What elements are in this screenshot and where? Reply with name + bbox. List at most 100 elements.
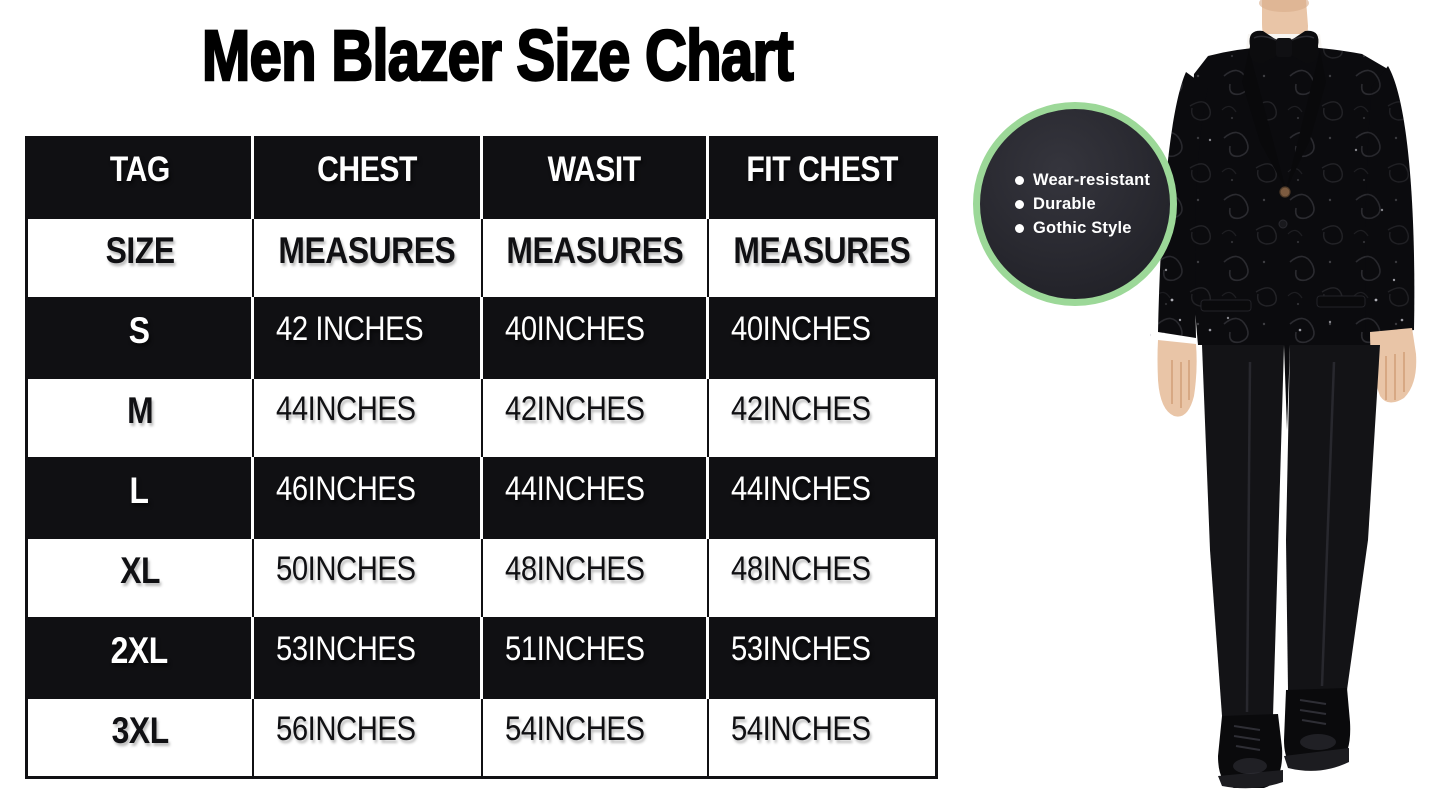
table-row: 2XL 53INCHES 51INCHES 53INCHES [26, 617, 937, 698]
size-tag: S [129, 309, 150, 351]
jacket-left-sleeve-pattern [1158, 72, 1208, 338]
table-row: S 42 INCHES 40INCHES 40INCHES [26, 297, 937, 378]
table-row: M 44INCHES 42INCHES 42INCHES [25, 376, 938, 459]
right-hand-fingers [1385, 352, 1405, 400]
fit-chest-cell: 48INCHES [706, 536, 938, 619]
chest-value: 46INCHES [276, 469, 416, 508]
subheader-cell-measures: MEASURES [251, 216, 483, 299]
fit-chest-value: 44INCHES [731, 469, 871, 508]
left-pocket-flap [1200, 299, 1252, 312]
waist-cell: 51INCHES [480, 617, 709, 698]
subheader-cell-measures: MEASURES [480, 216, 709, 299]
table-row: 3XL 56INCHES 54INCHES 54INCHES [25, 696, 938, 779]
page-title: Men Blazer Size Chart [20, 6, 975, 106]
table-header-row: TAG CHEST WASIT FIT CHEST [26, 137, 937, 218]
chest-value: 53INCHES [276, 629, 416, 668]
waist-value: 42INCHES [504, 389, 645, 428]
jacket-button [1279, 186, 1291, 198]
right-pocket-flap [1316, 295, 1366, 308]
subheader-label: MEASURES [506, 229, 683, 271]
feature-text: Gothic Style [1033, 218, 1132, 237]
left-lapel [1242, 50, 1286, 190]
chest-value: 42 INCHES [276, 309, 424, 348]
size-tag-cell: 3XL [25, 696, 254, 779]
bullet-dot-icon [1015, 175, 1024, 185]
subheader-cell-measures: MEASURES [706, 216, 938, 299]
fit-chest-cell: 53INCHES [706, 617, 937, 698]
right-trouser-crease [1320, 361, 1336, 687]
right-shoe [1284, 688, 1351, 771]
bullet-dot-icon [1015, 223, 1024, 233]
header-cell-fit-chest: FIT CHEST [706, 137, 937, 218]
feature-item: Durable [1015, 195, 1170, 214]
fit-chest-value: 42INCHES [730, 389, 871, 428]
header-cell-tag: TAG [26, 137, 254, 218]
size-tag-cell: M [25, 376, 254, 459]
size-tag: 3XL [111, 709, 169, 751]
size-tag-cell: S [26, 297, 254, 378]
chest-cell: 50INCHES [251, 536, 483, 619]
header-cell-waist: WASIT [480, 137, 709, 218]
waist-value: 48INCHES [504, 549, 645, 588]
waist-cell: 44INCHES [480, 457, 709, 538]
model-photo [1150, 0, 1417, 789]
size-tag: M [126, 389, 154, 431]
page-title-text: Men Blazer Size Chart [201, 15, 795, 96]
waist-value: 51INCHES [505, 629, 645, 668]
chest-value: 44INCHES [275, 389, 416, 428]
header-label: TAG [109, 150, 170, 189]
feature-text: Durable [1033, 194, 1096, 213]
chest-cell: 42 INCHES [251, 297, 483, 378]
fit-chest-cell: 40INCHES [706, 297, 937, 378]
header-label: FIT CHEST [746, 150, 898, 189]
fit-chest-cell: 44INCHES [706, 457, 937, 538]
header-label: CHEST [317, 150, 417, 189]
chest-value: 50INCHES [275, 549, 416, 588]
feature-item: Gothic Style [1015, 219, 1170, 238]
waist-cell: 40INCHES [480, 297, 709, 378]
size-tag: 2XL [110, 629, 169, 671]
size-tag: L [129, 469, 149, 511]
fit-chest-cell: 42INCHES [706, 376, 938, 459]
fit-chest-cell: 54INCHES [706, 696, 938, 779]
chest-value: 56INCHES [275, 709, 416, 748]
right-lapel [1286, 50, 1326, 190]
right-trouser-leg [1286, 345, 1380, 690]
fit-chest-value: 54INCHES [730, 709, 871, 748]
table-subheader-row: SIZE MEASURES MEASURES MEASURES [25, 216, 938, 299]
waist-value: 44INCHES [505, 469, 645, 508]
trouser-shadow [1284, 345, 1290, 430]
left-shoe [1218, 714, 1283, 789]
bullet-dot-icon [1015, 199, 1024, 209]
bow-tie [1249, 30, 1319, 64]
size-table: TAG CHEST WASIT FIT CHEST SIZE MEASURES … [25, 136, 938, 779]
left-trouser-leg [1202, 345, 1284, 716]
table-row: L 46INCHES 44INCHES 44INCHES [26, 457, 937, 538]
waist-cell: 42INCHES [480, 376, 709, 459]
chest-cell: 46INCHES [251, 457, 483, 538]
size-tag-cell: 2XL [26, 617, 254, 698]
header-cell-chest: CHEST [251, 137, 483, 218]
left-hand [1157, 340, 1197, 417]
header-label: WASIT [547, 150, 642, 189]
chest-cell: 53INCHES [251, 617, 483, 698]
size-tag: XL [119, 549, 160, 591]
feature-callout: Wear-resistant Durable Gothic Style [973, 102, 1177, 306]
fit-chest-value: 40INCHES [731, 309, 871, 348]
chest-cell: 44INCHES [251, 376, 483, 459]
subheader-label: MEASURES [733, 229, 911, 271]
jacket-right-sleeve-pattern [1365, 66, 1415, 336]
left-hand-fingers [1171, 360, 1190, 408]
feature-text: Wear-resistant [1033, 170, 1151, 189]
table-row: XL 50INCHES 48INCHES 48INCHES [25, 536, 938, 619]
jacket-button [1278, 219, 1288, 229]
sequin-speckles [1150, 138, 1404, 337]
subheader-label: MEASURES [278, 229, 456, 271]
fit-chest-value: 53INCHES [731, 629, 871, 668]
waist-value: 54INCHES [504, 709, 645, 748]
chest-cell: 56INCHES [251, 696, 483, 779]
feature-list: Wear-resistant Durable Gothic Style [1015, 171, 1170, 238]
subheader-label: SIZE [105, 229, 175, 271]
left-trouser-crease [1245, 361, 1252, 713]
